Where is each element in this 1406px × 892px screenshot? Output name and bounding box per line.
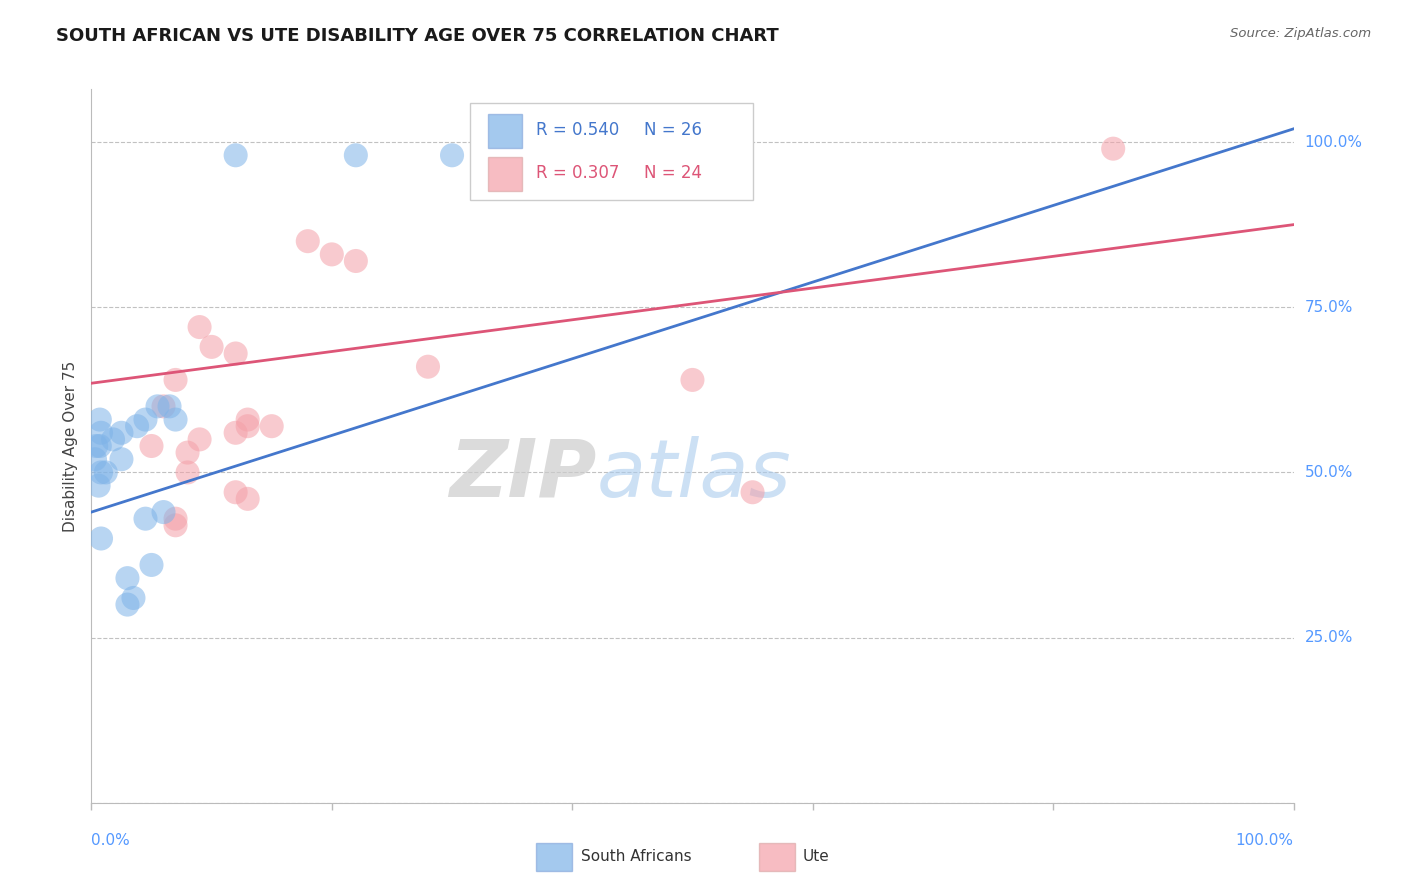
Point	[165, 511, 187, 525]
Text: South Africans: South Africans	[581, 849, 692, 863]
Text: atlas: atlas	[596, 435, 792, 514]
Point	[344, 148, 367, 162]
Text: 25.0%: 25.0%	[1305, 630, 1353, 645]
Text: Source: ZipAtlas.com: Source: ZipAtlas.com	[1230, 27, 1371, 40]
Text: ZIP: ZIP	[449, 435, 596, 514]
Point	[321, 247, 343, 261]
Point	[188, 320, 211, 334]
Point	[201, 340, 224, 354]
Point	[152, 400, 174, 414]
Point	[344, 254, 367, 268]
Point	[134, 412, 156, 426]
Point	[101, 433, 124, 447]
Point	[236, 491, 259, 506]
Text: N = 26: N = 26	[644, 121, 703, 139]
Point	[146, 400, 169, 414]
Point	[84, 452, 107, 467]
Point	[134, 511, 156, 525]
Point	[236, 412, 259, 426]
Bar	[536, 844, 572, 871]
Point	[260, 419, 283, 434]
Bar	[488, 157, 522, 191]
Text: 100.0%: 100.0%	[1305, 135, 1362, 150]
Point	[165, 373, 187, 387]
Point	[416, 359, 439, 374]
Point	[87, 478, 110, 492]
Text: 50.0%: 50.0%	[1305, 465, 1353, 480]
FancyBboxPatch shape	[470, 103, 752, 200]
Text: Ute: Ute	[803, 849, 830, 863]
Point	[165, 412, 187, 426]
Point	[122, 591, 145, 605]
Y-axis label: Disability Age Over 75: Disability Age Over 75	[63, 360, 79, 532]
Point	[89, 439, 111, 453]
Point	[225, 425, 247, 440]
Text: N = 24: N = 24	[644, 164, 703, 182]
Point	[225, 148, 247, 162]
Point	[90, 532, 112, 546]
Point	[117, 571, 139, 585]
Point	[188, 433, 211, 447]
Point	[176, 445, 198, 459]
Point	[94, 466, 117, 480]
Text: 0.0%: 0.0%	[91, 833, 131, 848]
Point	[89, 412, 111, 426]
Bar	[488, 114, 522, 148]
Point	[90, 466, 112, 480]
Text: 100.0%: 100.0%	[1236, 833, 1294, 848]
Text: R = 0.540: R = 0.540	[536, 121, 620, 139]
Point	[225, 485, 247, 500]
Point	[297, 234, 319, 248]
Point	[225, 346, 247, 360]
Point	[84, 439, 107, 453]
Text: 75.0%: 75.0%	[1305, 300, 1353, 315]
Point	[141, 439, 163, 453]
Text: SOUTH AFRICAN VS UTE DISABILITY AGE OVER 75 CORRELATION CHART: SOUTH AFRICAN VS UTE DISABILITY AGE OVER…	[56, 27, 779, 45]
Point	[117, 598, 139, 612]
Point	[90, 425, 112, 440]
Point	[236, 419, 259, 434]
Point	[176, 466, 198, 480]
Point	[110, 452, 132, 467]
Point	[152, 505, 174, 519]
Point	[165, 518, 187, 533]
Point	[159, 400, 181, 414]
Point	[440, 148, 463, 162]
Point	[741, 485, 763, 500]
Point	[1102, 142, 1125, 156]
Point	[681, 373, 703, 387]
Text: R = 0.307: R = 0.307	[536, 164, 620, 182]
Bar	[759, 844, 794, 871]
Point	[110, 425, 132, 440]
Point	[141, 558, 163, 572]
Point	[125, 419, 148, 434]
